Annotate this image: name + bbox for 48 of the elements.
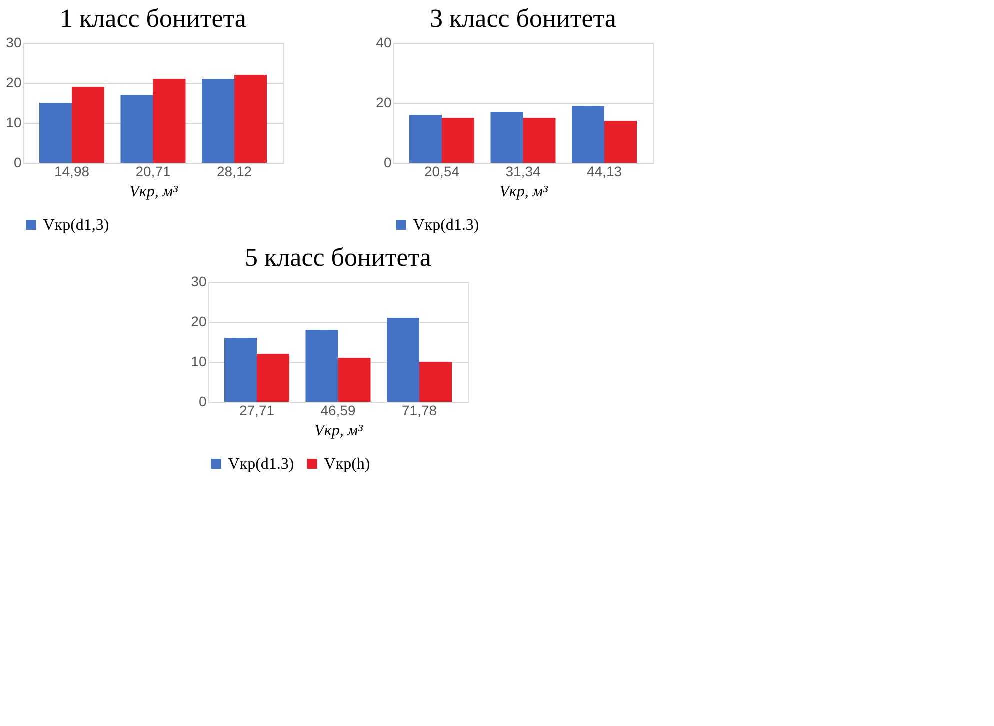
chart-title: 1 класс бонитета xyxy=(60,4,247,33)
bar xyxy=(572,106,604,163)
bar xyxy=(40,103,72,163)
bar xyxy=(224,338,257,402)
bar xyxy=(257,354,290,402)
chart-title: 3 класс бонитета xyxy=(430,4,617,33)
y-tick-label: 10 xyxy=(191,354,207,370)
bar xyxy=(72,87,104,163)
bar xyxy=(490,112,524,163)
x-tick-label: 31,34 xyxy=(506,164,541,180)
x-tick-label: 44,13 xyxy=(586,164,622,180)
y-tick-label: 0 xyxy=(198,394,207,410)
chart-title: 5 класс бонитета xyxy=(245,243,432,272)
legend-label: Vкр(d1.3) xyxy=(228,456,294,473)
x-tick-label: 20,54 xyxy=(424,164,460,180)
x-tick-label: 14,98 xyxy=(54,164,90,180)
bar xyxy=(234,75,267,163)
x-tick-label: 71,78 xyxy=(402,402,438,418)
y-tick-label: 30 xyxy=(6,34,22,50)
x-axis-title: Vкр, м³ xyxy=(314,422,364,440)
y-tick-label: 40 xyxy=(376,34,392,50)
x-tick-label: 27,71 xyxy=(239,402,275,418)
bar xyxy=(120,95,154,163)
bar xyxy=(442,118,474,163)
legend-label: Vкр(h) xyxy=(324,456,370,473)
bar xyxy=(202,79,234,163)
bar xyxy=(338,358,371,402)
y-tick-label: 10 xyxy=(6,114,22,130)
bar xyxy=(410,115,442,163)
y-tick-label: 20 xyxy=(191,314,207,330)
legend-label: Vкр(d1,3) xyxy=(43,217,110,234)
y-tick-label: 20 xyxy=(376,94,392,110)
y-tick-label: 0 xyxy=(14,154,22,170)
bar xyxy=(604,121,637,163)
bar xyxy=(306,330,338,402)
bar xyxy=(153,79,186,163)
x-tick-label: 28,12 xyxy=(216,164,252,180)
x-axis-title: Vкр, м³ xyxy=(130,184,178,200)
legend-label: Vкр(d1.3) xyxy=(413,217,480,234)
y-tick-label: 30 xyxy=(191,274,207,290)
bar xyxy=(420,362,452,402)
bar xyxy=(387,318,420,402)
bar xyxy=(523,118,556,163)
y-tick-label: 20 xyxy=(6,74,22,90)
x-tick-label: 46,59 xyxy=(320,402,356,418)
x-axis-title: Vкр, м³ xyxy=(500,184,548,200)
x-tick-label: 20,71 xyxy=(136,164,171,180)
y-tick-label: 0 xyxy=(384,154,392,170)
